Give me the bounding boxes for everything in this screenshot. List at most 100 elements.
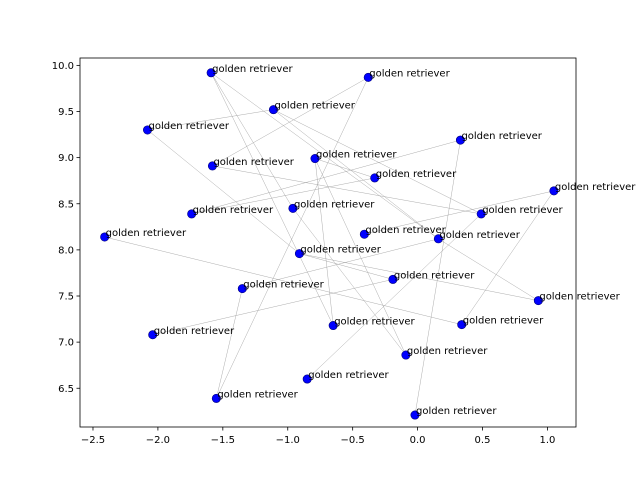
point-label: golden retriever xyxy=(439,230,520,241)
point-label: golden retriever xyxy=(243,280,324,291)
edge-line xyxy=(210,72,334,326)
x-axis: −2.5 −2.0 −1.5 −1.0 −0.5 0.0 0.5 1.0 xyxy=(81,427,555,446)
point-label-layer: golden retriever golden retriever golden r… xyxy=(106,64,637,417)
x-tick-label: −1.5 xyxy=(211,435,235,446)
edge-line xyxy=(242,238,439,289)
x-tick-label: −2.5 xyxy=(81,435,105,446)
edge-line xyxy=(147,129,300,254)
data-point xyxy=(211,393,221,403)
edge-line xyxy=(212,77,369,167)
point-label: golden retriever xyxy=(555,182,636,193)
data-point xyxy=(363,72,373,82)
x-tick-label: 0.5 xyxy=(475,435,491,446)
edge-line xyxy=(273,109,482,215)
y-tick-label: 7.5 xyxy=(58,292,74,303)
y-tick-label: 8.0 xyxy=(58,245,74,256)
plot-frame xyxy=(79,57,577,428)
data-point xyxy=(370,173,380,183)
edge-line xyxy=(461,190,555,325)
data-point xyxy=(410,410,420,420)
point-label: golden retriever xyxy=(365,225,446,236)
data-point xyxy=(388,274,398,284)
x-tick-label: 0.0 xyxy=(410,435,426,446)
edge-line xyxy=(273,109,439,240)
point-layer xyxy=(100,68,559,420)
point-label: golden retriever xyxy=(308,370,389,381)
data-point xyxy=(433,234,443,244)
point-label: golden retriever xyxy=(376,169,457,180)
y-tick-label: 10.0 xyxy=(52,61,74,72)
data-point xyxy=(401,350,411,360)
y-tick-label: 8.5 xyxy=(58,199,74,210)
data-point xyxy=(148,330,158,340)
data-point xyxy=(268,105,278,115)
x-tick-label: −1.0 xyxy=(276,435,300,446)
edge-layer xyxy=(104,72,555,416)
x-tick-label: −2.0 xyxy=(146,435,170,446)
edge-line xyxy=(212,165,482,215)
data-point xyxy=(476,209,486,219)
data-point xyxy=(302,374,312,384)
edge-line xyxy=(299,253,393,280)
data-point xyxy=(143,125,153,135)
point-label: golden retriever xyxy=(461,131,542,142)
edge-line xyxy=(216,288,243,399)
edge-line xyxy=(314,158,407,356)
edge-line xyxy=(210,72,294,209)
point-label: golden retriever xyxy=(407,346,488,357)
point-label: golden retriever xyxy=(154,326,235,337)
point-label: golden retriever xyxy=(416,406,497,417)
edge-line xyxy=(191,177,375,215)
edge-line xyxy=(314,158,334,326)
point-label: golden retriever xyxy=(482,205,563,216)
point-label: golden retriever xyxy=(212,64,293,75)
point-label: golden retriever xyxy=(394,270,475,281)
point-label: golden retriever xyxy=(149,121,230,132)
data-point xyxy=(237,284,247,294)
edge-line xyxy=(414,140,461,416)
point-label: golden retriever xyxy=(274,101,355,112)
edge-line xyxy=(152,279,393,335)
data-point xyxy=(549,186,559,196)
data-point xyxy=(206,68,216,78)
data-point xyxy=(533,296,543,306)
y-tick-label: 9.5 xyxy=(58,107,74,118)
edge-line xyxy=(216,77,369,399)
y-tick-label: 6.5 xyxy=(58,384,74,395)
y-tick-label: 7.0 xyxy=(58,338,74,349)
point-label: golden retriever xyxy=(316,150,397,161)
data-point xyxy=(310,154,320,164)
point-label: golden retriever xyxy=(106,228,187,239)
data-point xyxy=(187,209,197,219)
point-label: golden retriever xyxy=(334,317,415,328)
data-point xyxy=(359,229,369,239)
point-label: golden retriever xyxy=(300,245,381,256)
x-tick-label: −0.5 xyxy=(341,435,365,446)
point-label: golden retriever xyxy=(539,292,620,303)
edge-line xyxy=(307,213,482,380)
data-point xyxy=(455,135,465,145)
data-point xyxy=(288,203,298,213)
data-point xyxy=(207,161,217,171)
edge-line xyxy=(191,139,461,215)
edge-line xyxy=(210,72,439,240)
x-tick-label: 1.0 xyxy=(539,435,555,446)
point-label: golden retriever xyxy=(463,316,544,327)
data-point xyxy=(100,232,110,242)
y-tick-label: 9.0 xyxy=(58,153,74,164)
edge-line xyxy=(364,190,554,235)
edge-line xyxy=(292,208,407,356)
point-label: golden retriever xyxy=(217,389,298,400)
edge-line xyxy=(147,109,274,131)
edge-line xyxy=(438,238,539,301)
point-label: golden retriever xyxy=(193,205,274,216)
data-point xyxy=(457,320,467,330)
point-label: golden retriever xyxy=(369,68,450,79)
data-point xyxy=(294,249,304,259)
edge-line xyxy=(104,236,462,325)
y-axis: 6.5 7.0 7.5 8.0 8.5 9.0 9.5 10.0 xyxy=(52,61,80,395)
edge-line xyxy=(299,253,539,301)
point-label: golden retriever xyxy=(294,199,375,210)
